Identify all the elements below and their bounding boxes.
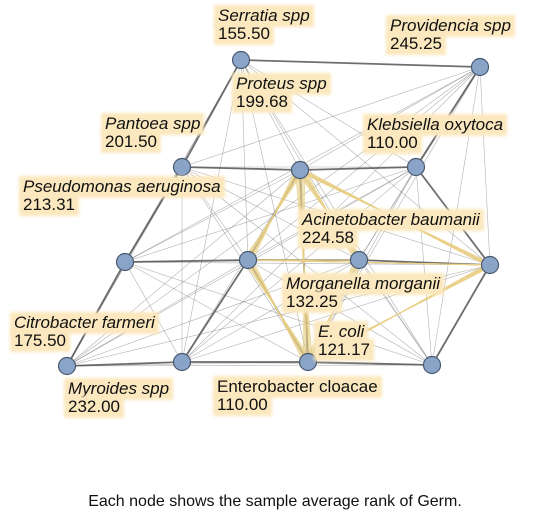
node-pseudomonas xyxy=(238,250,258,270)
edge-pantoea-pseudomonas xyxy=(181,166,249,261)
edge-proteus-left-mid xyxy=(124,169,301,263)
node-left-mid xyxy=(115,252,135,272)
highlight-edge-proteus-pseudomonas-6 xyxy=(243,169,305,261)
node-serratia xyxy=(231,50,251,70)
edge-providencia-enterobacter xyxy=(431,66,481,366)
edge-myroides-left-mid xyxy=(124,261,183,363)
node-right-mid xyxy=(480,255,500,275)
edge-pantoea-left-mid xyxy=(124,166,183,263)
edge-providencia-pseudomonas xyxy=(247,66,481,261)
node-proteus xyxy=(290,160,310,180)
node-acinetobacter xyxy=(349,250,369,270)
node-providencia xyxy=(470,57,490,77)
edges-layer xyxy=(66,59,491,367)
edge-serratia-providencia xyxy=(240,59,481,68)
edge-citrobacter-myroides xyxy=(66,361,183,367)
edge-proteus-pantoea xyxy=(181,166,301,171)
edge-proteus-klebsiella xyxy=(299,166,417,171)
edge-ecoli-left-mid xyxy=(124,261,309,363)
edge-providencia-ecoli xyxy=(307,66,481,363)
edge-providencia-pantoea xyxy=(181,66,481,168)
edge-serratia-myroides xyxy=(181,59,242,363)
edge-pseudomonas-enterobacter xyxy=(247,259,433,366)
highlight-edge-pseudomonas-ecoli-6 xyxy=(252,259,304,363)
edge-citrobacter-right-mid xyxy=(66,264,491,367)
figure-caption: Each node shows the sample average rank … xyxy=(88,493,462,510)
node-citrobacter xyxy=(57,356,77,376)
edge-serratia-pseudomonas xyxy=(240,59,249,261)
edge-pseudomonas-myroides xyxy=(181,259,249,363)
node-pantoea xyxy=(172,157,192,177)
highlight-edge-proteus-ecoli-6 xyxy=(303,169,305,363)
node-enterobacter xyxy=(422,355,442,375)
edge-serratia-pantoea xyxy=(181,59,242,168)
edge-proteus-citrobacter xyxy=(66,169,301,367)
nodes-layer xyxy=(57,50,500,376)
highlight-edge-pseudomonas-right-mid-6 xyxy=(252,259,486,266)
edge-pseudomonas-citrobacter xyxy=(66,259,249,367)
network-graph xyxy=(57,50,500,376)
edge-acinetobacter-enterobacter xyxy=(358,259,433,366)
edge-enterobacter-right-mid xyxy=(431,264,491,366)
edge-providencia-right-mid xyxy=(479,66,491,266)
node-myroides xyxy=(172,352,192,372)
edge-klebsiella-enterobacter xyxy=(415,166,433,366)
edge-serratia-klebsiella xyxy=(240,59,417,168)
edge-klebsiella-right-mid xyxy=(415,166,491,266)
edge-ecoli-enterobacter xyxy=(307,361,433,366)
node-klebsiella xyxy=(406,157,426,177)
edge-klebsiella-myroides xyxy=(181,166,417,363)
edge-pantoea-enterobacter xyxy=(181,166,433,366)
edge-pseudomonas-left-mid xyxy=(124,259,249,263)
edge-citrobacter-enterobacter xyxy=(66,364,433,367)
highlight-edge-ecoli-right-mid-6 xyxy=(312,264,486,363)
edge-left-mid-right-mid xyxy=(124,261,491,266)
edge-pantoea-right-mid xyxy=(181,166,491,266)
edge-enterobacter-left-mid xyxy=(124,261,433,366)
edge-citrobacter-left-mid xyxy=(66,261,126,367)
node-ecoli xyxy=(298,352,318,372)
edge-klebsiella-left-mid xyxy=(124,166,417,263)
edge-serratia-proteus xyxy=(240,59,301,171)
